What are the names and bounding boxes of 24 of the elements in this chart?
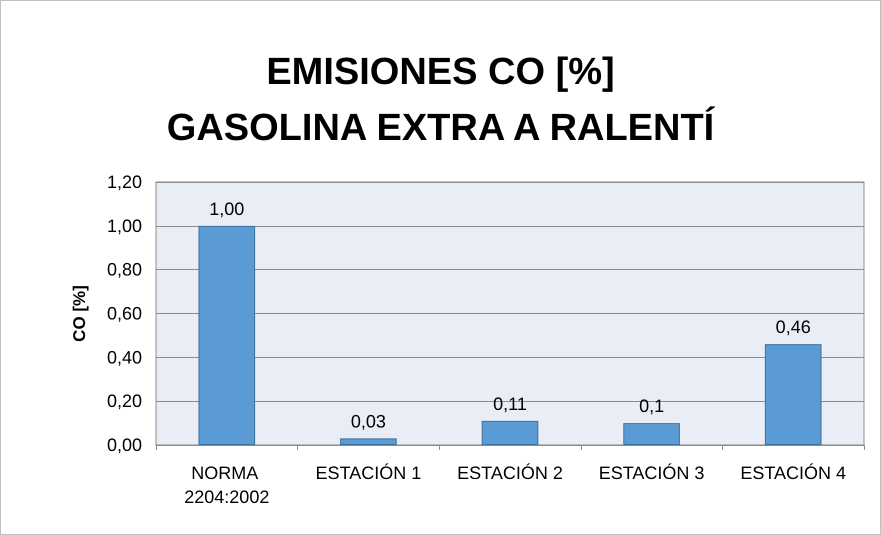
bar [198,226,256,445]
y-axis-title: CO [%] [70,285,89,342]
data-label: 0,11 [493,394,527,414]
data-label: 0,1 [639,396,664,416]
x-tick-label: ESTACIÓN 1 [316,463,422,483]
bar [764,344,822,445]
x-tick-label: ESTACIÓN 4 [740,463,846,483]
data-label: 0,46 [776,317,811,338]
data-label: 1,00 [209,198,244,219]
x-tick-label: NORMA 2204:2002 [184,463,270,507]
y-tick-label: 0,00 [106,435,142,455]
x-tick-label: ESTACIÓN 2 [457,463,563,483]
bar [482,420,538,445]
y-tick-label: 1,20 [106,172,142,192]
y-tick-label: 1,00 [106,216,142,236]
x-tick-label: ESTACIÓN 3 [598,463,704,483]
data-label: 0,03 [350,411,386,432]
y-tick-label: 0,80 [106,260,142,280]
y-tick-label: 0,20 [106,391,142,412]
bar [623,423,680,445]
y-tick-label: 0,60 [106,304,142,324]
y-tick-label: 0,40 [106,347,142,368]
chart-title: EMISIONES CO [%] GASOLINA EXTRA A RALENTÍ [166,51,716,149]
bar [340,438,397,445]
